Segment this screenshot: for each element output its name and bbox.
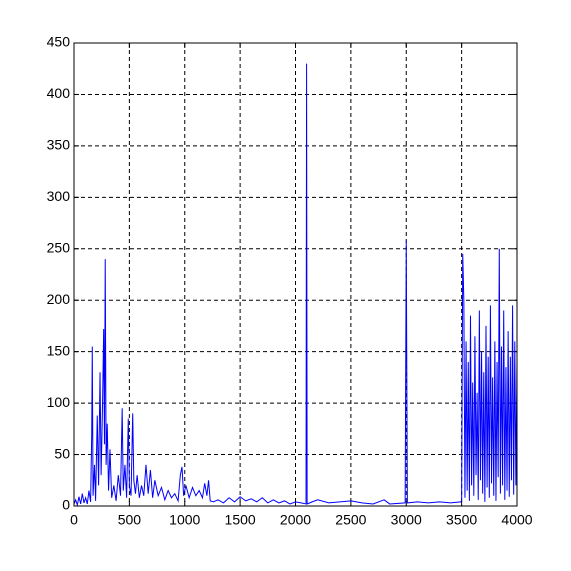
x-tick-label: 0 bbox=[70, 512, 78, 528]
x-tick-label: 3000 bbox=[391, 512, 422, 528]
y-tick-label: 150 bbox=[47, 342, 71, 358]
y-tick-label: 200 bbox=[47, 291, 71, 307]
y-tick-label: 350 bbox=[47, 137, 71, 153]
x-tick-label: 2000 bbox=[280, 512, 311, 528]
x-tick-label: 4000 bbox=[501, 512, 532, 528]
y-tick-label: 300 bbox=[47, 188, 71, 204]
y-tick-label: 0 bbox=[62, 497, 70, 513]
plot-frame bbox=[73, 42, 518, 507]
y-tick-label: 100 bbox=[47, 394, 71, 410]
x-tick-label: 3500 bbox=[446, 512, 477, 528]
y-tick-label: 50 bbox=[54, 445, 70, 461]
x-tick-label: 1000 bbox=[169, 512, 200, 528]
y-tick-label: 400 bbox=[47, 85, 71, 101]
data-line bbox=[73, 63, 518, 507]
x-tick-label: 1500 bbox=[225, 512, 256, 528]
y-tick-label: 250 bbox=[47, 239, 71, 255]
x-tick-label: 2500 bbox=[335, 512, 366, 528]
x-tick-label: 500 bbox=[118, 512, 142, 528]
y-tick-label: 450 bbox=[47, 34, 71, 50]
